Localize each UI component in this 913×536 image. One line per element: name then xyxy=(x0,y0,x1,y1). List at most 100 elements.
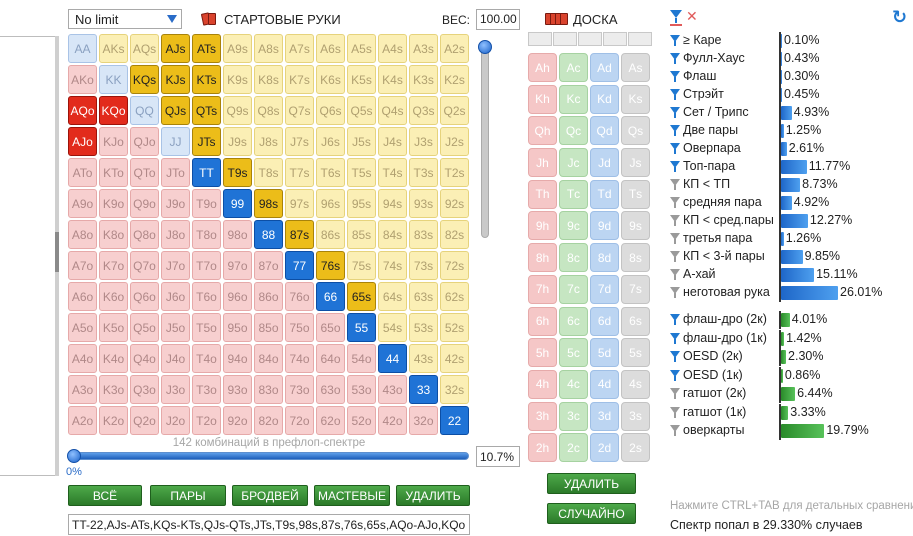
filter-toggle-icon[interactable] xyxy=(670,425,680,432)
hand-cell-AQo[interactable]: AQo xyxy=(68,96,97,125)
hand-cell-JTs[interactable]: JTs xyxy=(192,127,221,156)
filter-toggle-icon[interactable] xyxy=(670,89,680,96)
hand-cell-63s[interactable]: 63s xyxy=(409,282,438,311)
hand-cell-A3o[interactable]: A3o xyxy=(68,375,97,404)
hand-cell-74o[interactable]: 74o xyxy=(285,344,314,373)
stat-row[interactable]: OESD (1к) 0.86% xyxy=(670,366,913,385)
hand-cell-98s[interactable]: 98s xyxy=(254,189,283,218)
hand-cell-K7s[interactable]: K7s xyxy=(285,65,314,94)
stat-row[interactable]: флаш-дро (2к) 4.01% xyxy=(670,311,913,329)
board-slot[interactable] xyxy=(628,32,652,46)
stat-row[interactable]: Стрэйт 0.45% xyxy=(670,86,913,104)
hand-cell-Q4s[interactable]: Q4s xyxy=(378,96,407,125)
hand-cell-87s[interactable]: 87s xyxy=(285,220,314,249)
stat-row[interactable]: OESD (2к) 2.30% xyxy=(670,348,913,366)
filter-toggle-icon[interactable] xyxy=(670,215,680,222)
hand-cell-Q8o[interactable]: Q8o xyxy=(130,220,159,249)
hand-cell-J2s[interactable]: J2s xyxy=(440,127,469,156)
range-slider-knob[interactable] xyxy=(67,449,81,463)
hand-cell-K3o[interactable]: K3o xyxy=(99,375,128,404)
hand-cell-K4s[interactable]: K4s xyxy=(378,65,407,94)
weight-slider-track[interactable] xyxy=(481,42,489,238)
hand-cell-92s[interactable]: 92s xyxy=(440,189,469,218)
hand-cell-J3s[interactable]: J3s xyxy=(409,127,438,156)
hand-cell-42o[interactable]: 42o xyxy=(378,406,407,435)
hand-cell-J5o[interactable]: J5o xyxy=(161,313,190,342)
hand-cell-84s[interactable]: 84s xyxy=(378,220,407,249)
hand-cell-K2o[interactable]: K2o xyxy=(99,406,128,435)
hand-cell-T7s[interactable]: T7s xyxy=(285,158,314,187)
stat-row[interactable]: оверкарты 19.79% xyxy=(670,422,913,440)
hand-cell-42s[interactable]: 42s xyxy=(440,344,469,373)
hand-cell-Q2o[interactable]: Q2o xyxy=(130,406,159,435)
filter-toggle-icon[interactable] xyxy=(670,71,680,78)
hand-cell-A5o[interactable]: A5o xyxy=(68,313,97,342)
hand-cell-AJo[interactable]: AJo xyxy=(68,127,97,156)
hand-cell-99[interactable]: 99 xyxy=(223,189,252,218)
hand-cell-74s[interactable]: 74s xyxy=(378,251,407,280)
hand-cell-Q9o[interactable]: Q9o xyxy=(130,189,159,218)
hand-cell-Q2s[interactable]: Q2s xyxy=(440,96,469,125)
hand-cell-75s[interactable]: 75s xyxy=(347,251,376,280)
hand-cell-K4o[interactable]: K4o xyxy=(99,344,128,373)
hand-cell-A2s[interactable]: A2s xyxy=(440,34,469,63)
hand-cell-55[interactable]: 55 xyxy=(347,313,376,342)
range-slider-track[interactable] xyxy=(68,452,469,460)
hand-cell-76s[interactable]: 76s xyxy=(316,251,345,280)
hand-cell-94s[interactable]: 94s xyxy=(378,189,407,218)
hand-cell-A6s[interactable]: A6s xyxy=(316,34,345,63)
hand-cell-65s[interactable]: 65s xyxy=(347,282,376,311)
random-board-button[interactable]: СЛУЧАЙНО xyxy=(547,503,636,524)
hand-cell-22[interactable]: 22 xyxy=(440,406,469,435)
hand-cell-96o[interactable]: 96o xyxy=(223,282,252,311)
stat-row[interactable]: КП < сред.пары 12.27% xyxy=(670,212,913,230)
hand-cell-64s[interactable]: 64s xyxy=(378,282,407,311)
hand-cell-AA[interactable]: AA xyxy=(68,34,97,63)
filter-toggle-icon[interactable] xyxy=(670,233,680,240)
hand-cell-Q5o[interactable]: Q5o xyxy=(130,313,159,342)
range-text-field[interactable]: TT-22,AJs-ATs,KQs-KTs,QJs-QTs,JTs,T9s,98… xyxy=(68,514,470,535)
stat-row[interactable]: А-хай 15.11% xyxy=(670,266,913,284)
hand-cell-AKs[interactable]: AKs xyxy=(99,34,128,63)
hand-cell-Q6o[interactable]: Q6o xyxy=(130,282,159,311)
hand-cell-92o[interactable]: 92o xyxy=(223,406,252,435)
hand-cell-77[interactable]: 77 xyxy=(285,251,314,280)
hand-cell-T8s[interactable]: T8s xyxy=(254,158,283,187)
hand-cell-KK[interactable]: KK xyxy=(99,65,128,94)
hand-cell-J6s[interactable]: J6s xyxy=(316,127,345,156)
filter-toggle-icon[interactable] xyxy=(670,179,680,186)
hand-cell-52o[interactable]: 52o xyxy=(347,406,376,435)
refresh-icon[interactable]: ↻ xyxy=(892,7,908,27)
hand-cell-A9o[interactable]: A9o xyxy=(68,189,97,218)
hand-cell-Q5s[interactable]: Q5s xyxy=(347,96,376,125)
range-percent-input[interactable]: 10.7% xyxy=(476,446,520,467)
hand-cell-A3s[interactable]: A3s xyxy=(409,34,438,63)
hand-cell-43o[interactable]: 43o xyxy=(378,375,407,404)
hand-cell-32s[interactable]: 32s xyxy=(440,375,469,404)
hand-cell-A5s[interactable]: A5s xyxy=(347,34,376,63)
hand-cell-97s[interactable]: 97s xyxy=(285,189,314,218)
stat-row[interactable]: КП < ТП 8.73% xyxy=(670,176,913,194)
hand-cell-94o[interactable]: 94o xyxy=(223,344,252,373)
hand-cell-73o[interactable]: 73o xyxy=(285,375,314,404)
hand-cell-84o[interactable]: 84o xyxy=(254,344,283,373)
filter-toggle-icon[interactable] xyxy=(670,269,680,276)
stat-row[interactable]: Две пары 1.25% xyxy=(670,122,913,140)
hand-cell-53s[interactable]: 53s xyxy=(409,313,438,342)
hand-cell-K2s[interactable]: K2s xyxy=(440,65,469,94)
side-panel-scrollbar[interactable] xyxy=(55,36,59,476)
